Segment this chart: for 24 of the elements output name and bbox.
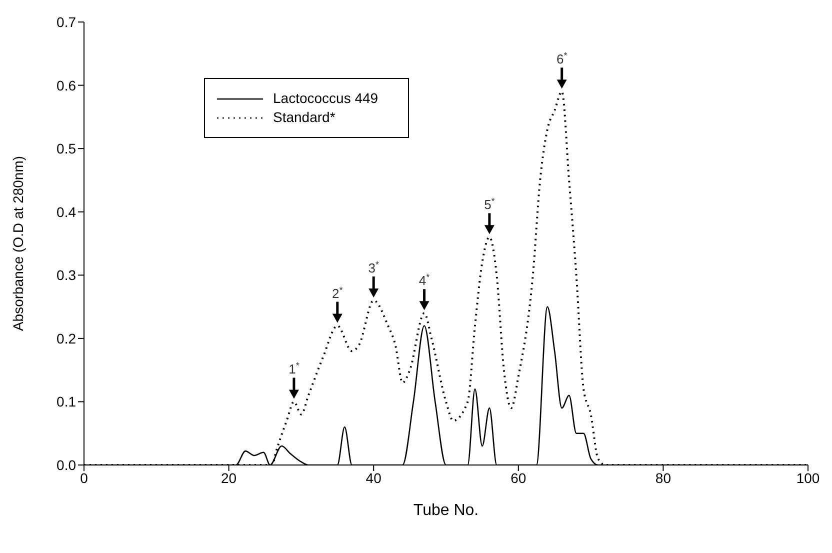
annotation: 1$^{*}$	[288, 360, 300, 377]
y-tick-label: 0.6	[56, 77, 76, 94]
annotation: 6$^{*}$	[556, 50, 568, 67]
y-tick-label: 0.0	[56, 456, 76, 473]
legend-label: Standard*	[273, 108, 336, 127]
x-tick-label: 40	[366, 470, 382, 486]
y-tick-label: 0.7	[56, 14, 76, 30]
annotation: 5$^{*}$	[484, 196, 496, 212]
x-tick-label: 80	[655, 470, 672, 486]
annotation: 2$^{*}$	[332, 284, 344, 301]
y-tick-label: 0.2	[56, 330, 76, 346]
x-tick-label: 100	[796, 470, 820, 486]
y-tick-label: 0.1	[56, 394, 76, 410]
y-tick-label: 0.3	[56, 267, 76, 284]
y-axis-title: Absorbance (O.D at 280nm)	[10, 156, 26, 332]
x-axis-title: Tube No.	[413, 502, 479, 519]
x-tick-label: 60	[510, 470, 526, 486]
x-tick-label: 0	[80, 470, 88, 486]
annotation: 4$^{*}$	[418, 272, 430, 288]
annotation: 3$^{*}$	[368, 259, 380, 276]
y-tick-label: 0.4	[56, 204, 76, 220]
y-tick-label: 0.5	[56, 140, 76, 157]
legend-label: Lactococcus 449	[273, 89, 378, 108]
x-tick-label: 20	[221, 470, 237, 486]
